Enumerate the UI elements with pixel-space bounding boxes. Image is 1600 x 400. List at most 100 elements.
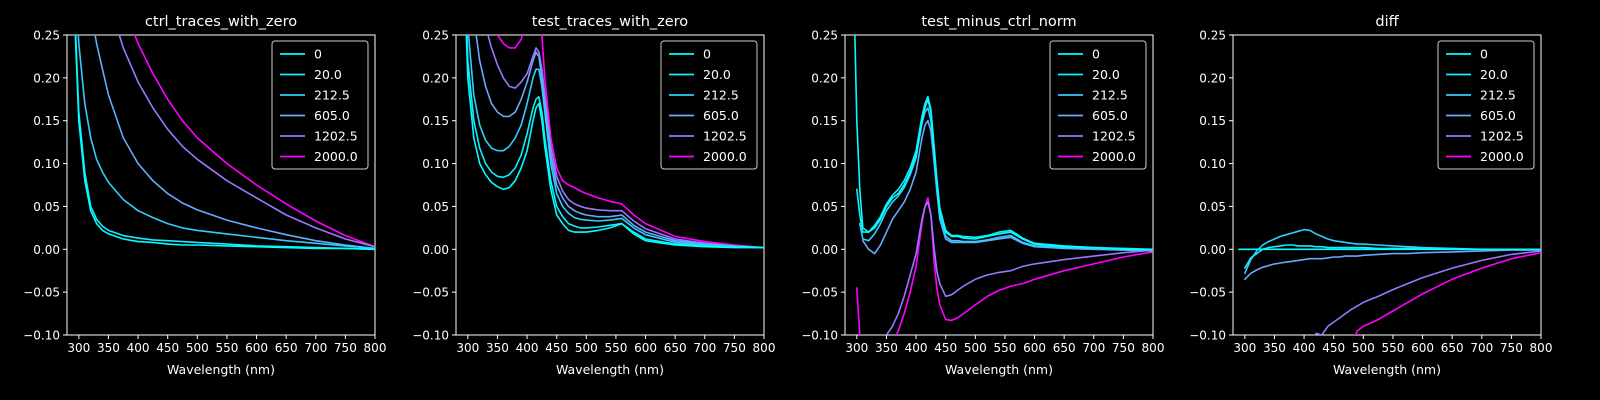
- y-tick-label: −0.10: [1189, 329, 1226, 343]
- y-tick-label: 0.05: [422, 200, 449, 214]
- series-lines: [1238, 228, 1541, 335]
- y-tick-label: −0.05: [23, 286, 60, 300]
- chart-title: test_minus_ctrl_norm: [921, 14, 1076, 30]
- y-tick-label: 0.10: [811, 157, 838, 171]
- legend: 0 20.0 212.5 605.0 1202.5 2000.0: [1437, 40, 1535, 170]
- x-tick-label: 600: [1411, 341, 1434, 355]
- series-line-212-5: [467, 35, 764, 249]
- y-tick-label: 0.00: [33, 243, 60, 257]
- legend-label: 2000.0: [314, 149, 358, 164]
- x-tick-label: 550: [1381, 341, 1404, 355]
- series-lines: [465, 35, 764, 249]
- axes-frame: [66, 34, 376, 336]
- legend-label: 20.0: [703, 67, 731, 82]
- axes-frame: [844, 34, 1154, 336]
- x-tick-label: 500: [1352, 341, 1375, 355]
- x-tick-label: 650: [275, 341, 298, 355]
- y-tick-label: 0.05: [811, 200, 838, 214]
- x-tick-label: 350: [486, 341, 509, 355]
- y-tick-label: 0.10: [422, 157, 449, 171]
- series-line-1202-5: [1315, 250, 1541, 335]
- x-tick-label: 800: [753, 341, 776, 355]
- x-tick-label: 300: [456, 341, 479, 355]
- series-line-2000-0: [133, 35, 375, 248]
- x-tick-label: 450: [545, 341, 568, 355]
- legend-box: [1049, 40, 1147, 170]
- legend-label: 1202.5: [1480, 129, 1524, 144]
- series-lines: [854, 35, 1153, 335]
- y-tick-label: 0.20: [422, 71, 449, 85]
- x-tick-label: 450: [156, 341, 179, 355]
- x-tick-label: 500: [186, 341, 209, 355]
- legend-box: [1437, 40, 1535, 170]
- y-tick-label: −0.10: [412, 329, 449, 343]
- x-tick-label: 550: [604, 341, 627, 355]
- series-line-0: [465, 35, 764, 249]
- y-tick-label: −0.05: [1189, 286, 1226, 300]
- x-tick-label: 300: [1233, 341, 1256, 355]
- legend-box: [660, 40, 758, 170]
- legend: 0 20.0 212.5 605.0 1202.5 2000.0: [660, 40, 758, 170]
- chart-panel-1: ctrl_traces_with_zero 300 350 400 450 500 550 6…: [23, 14, 387, 377]
- legend-label: 605.0: [703, 108, 739, 123]
- x-tick-label: 750: [1500, 341, 1523, 355]
- legend-label: 1202.5: [703, 129, 747, 144]
- series-line-605-0: [94, 35, 375, 250]
- series-line-0: [74, 35, 375, 251]
- y-tick-label: 0.25: [811, 29, 838, 43]
- legend-label: 20.0: [1480, 67, 1508, 82]
- series-line-1202-5: [118, 35, 375, 248]
- legend-label: 212.5: [314, 88, 350, 103]
- chart-panel-4: diff 300 350 400 450 500 550 600 650 700 750 800 −0.…: [1189, 14, 1552, 377]
- legend: 0 20.0 212.5 605.0 1202.5 2000.0: [271, 40, 369, 170]
- x-tick-label: 300: [845, 341, 868, 355]
- x-tick-label: 300: [67, 341, 90, 355]
- x-tick-label: 400: [905, 341, 928, 355]
- legend-label: 2000.0: [1092, 149, 1136, 164]
- y-tick-label: 0.15: [811, 114, 838, 128]
- y-tick-label: 0.15: [1199, 114, 1226, 128]
- y-tick-label: 0.25: [422, 29, 449, 43]
- x-tick-label: 600: [1023, 341, 1046, 355]
- legend-box: [271, 40, 369, 170]
- y-tick-label: 0.20: [33, 71, 60, 85]
- legend-label: 1202.5: [1092, 129, 1136, 144]
- series-line-605-0: [475, 35, 764, 249]
- series-line-20-0: [466, 35, 764, 249]
- x-tick-label: 800: [364, 341, 387, 355]
- x-axis-label: Wavelength (nm): [556, 362, 664, 377]
- series-line-20-0: [1244, 244, 1541, 269]
- x-tick-label: 550: [993, 341, 1016, 355]
- x-tick-label: 700: [1470, 341, 1493, 355]
- series-line-212-5: [77, 35, 375, 250]
- chart-panel-2: test_traces_with_zero 300 350 400 450 500 550 6…: [412, 14, 776, 377]
- x-tick-label: 750: [723, 341, 746, 355]
- chart-title: ctrl_traces_with_zero: [145, 14, 297, 30]
- y-tick-label: 0.15: [33, 114, 60, 128]
- series-line-2000-0: [496, 35, 764, 249]
- x-tick-label: 500: [575, 341, 598, 355]
- y-tick-label: −0.05: [801, 286, 838, 300]
- series-line-1202-5: [487, 35, 764, 249]
- x-tick-label: 400: [516, 341, 539, 355]
- y-tick-label: 0.15: [422, 114, 449, 128]
- legend-label: 212.5: [703, 88, 739, 103]
- legend-label: 605.0: [314, 108, 350, 123]
- y-tick-label: 0.20: [811, 71, 838, 85]
- x-tick-label: 350: [97, 341, 120, 355]
- x-tick-label: 600: [634, 341, 657, 355]
- legend-label: 2000.0: [703, 149, 747, 164]
- x-tick-label: 800: [1142, 341, 1165, 355]
- y-tick-label: 0.25: [1199, 29, 1226, 43]
- x-tick-label: 650: [664, 341, 687, 355]
- legend-label: 20.0: [314, 67, 342, 82]
- series-line-0: [854, 35, 1153, 251]
- x-axis-label: Wavelength (nm): [1333, 362, 1441, 377]
- y-tick-label: −0.10: [23, 329, 60, 343]
- x-tick-label: 350: [875, 341, 898, 355]
- legend-label: 212.5: [1092, 88, 1128, 103]
- y-tick-label: 0.05: [1199, 200, 1226, 214]
- x-tick-label: 450: [1322, 341, 1345, 355]
